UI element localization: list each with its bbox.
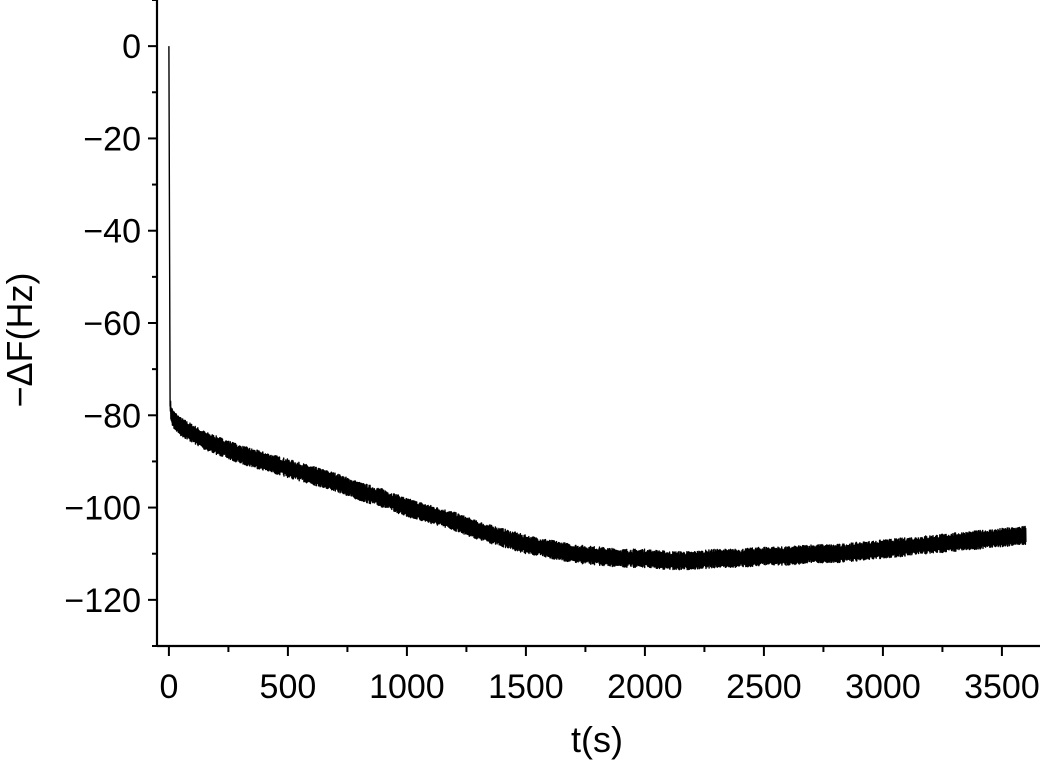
series-line (168, 46, 1027, 571)
x-axis-title: t(s) (571, 719, 623, 760)
y-tick-label: −80 (83, 397, 141, 435)
y-tick-label: −40 (83, 213, 141, 251)
x-tick-label: 0 (159, 668, 178, 706)
x-tick-label: 3500 (964, 668, 1040, 706)
x-tick-label: 2000 (607, 668, 683, 706)
x-tick-label: 1500 (488, 668, 564, 706)
y-axis-ticks: 0 −20 −40 −60 −80 −100 −120 (64, 0, 157, 647)
y-tick-label: −60 (83, 305, 141, 343)
x-tick-label: 500 (260, 668, 317, 706)
x-tick-label: 3000 (845, 668, 921, 706)
y-tick-label: −20 (83, 120, 141, 158)
y-tick-label: −100 (64, 490, 141, 528)
x-tick-label: 1000 (369, 668, 445, 706)
y-axis-title: −ΔF(Hz) (0, 272, 40, 407)
x-tick-label: 2500 (726, 668, 802, 706)
x-axis-ticks: 0 500 1000 1500 2000 2500 3000 3500 (159, 646, 1040, 706)
plot-area: 0 −20 −40 −60 −80 −100 −120 0 500 1000 1500 2000 25… (64, 0, 1040, 706)
y-tick-label: 0 (122, 28, 141, 66)
y-tick-label: −120 (64, 582, 141, 620)
